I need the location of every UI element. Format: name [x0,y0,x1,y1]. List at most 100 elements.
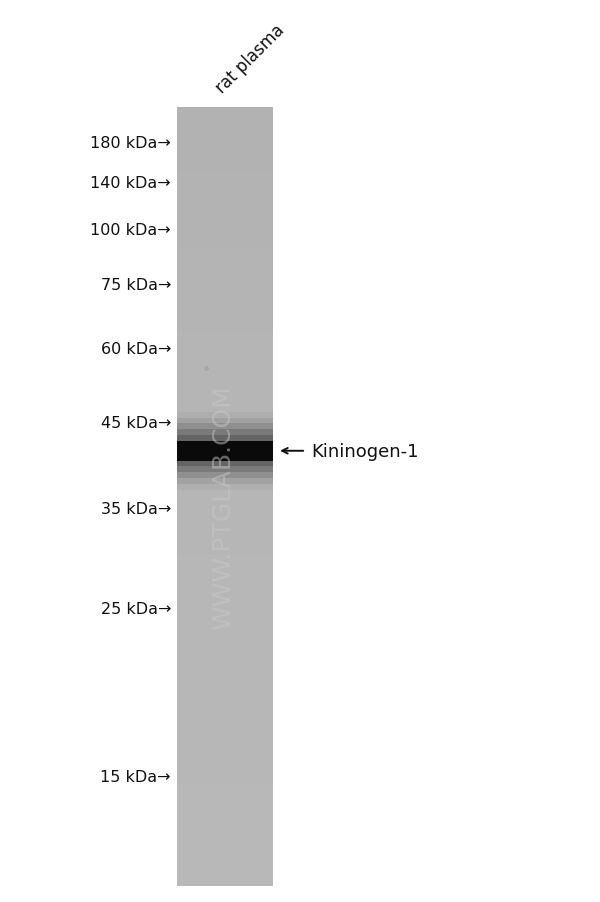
Bar [177,161,273,164]
Bar [177,588,273,590]
Bar [177,512,273,514]
Bar [177,382,273,383]
Bar [177,164,273,166]
Bar [177,529,273,531]
Bar [177,477,273,479]
Bar [177,751,273,753]
Bar [177,761,273,763]
Bar [177,203,273,205]
Bar [177,658,273,660]
Bar [177,171,273,173]
Bar [177,501,273,502]
Bar [177,193,273,195]
Bar [177,790,273,793]
Bar [177,201,273,203]
Bar [177,798,273,800]
Bar [177,395,273,398]
Bar [177,441,273,461]
Bar [177,123,273,124]
Bar [177,372,273,374]
Bar [177,571,273,573]
Bar [177,605,273,608]
Bar [177,321,273,324]
Bar [177,872,273,874]
Bar [177,679,273,682]
Bar [177,711,273,713]
Bar [177,465,273,467]
Bar [177,511,273,512]
Bar [177,284,273,287]
Bar [177,553,273,555]
Bar [177,783,273,785]
Bar [177,354,273,356]
Bar [177,308,273,309]
Bar [177,759,273,761]
Bar [177,645,273,647]
Bar [177,728,273,730]
Bar [177,704,273,707]
Bar [177,472,273,474]
Bar [177,378,273,380]
Bar [177,707,273,709]
Bar [177,361,273,363]
Bar [177,869,273,870]
Bar [177,723,273,724]
Bar [177,830,273,832]
Bar [177,238,273,240]
Bar [177,491,273,492]
Bar [177,168,273,170]
Bar [177,849,273,851]
Bar [177,148,273,151]
Bar [177,475,273,477]
Bar [177,429,273,473]
Bar [177,481,273,483]
Bar [177,417,273,419]
Bar [177,633,273,635]
Bar [177,292,273,294]
Bar [177,207,273,208]
Bar [177,380,273,382]
Bar [177,351,273,353]
Bar [177,497,273,499]
Bar [177,111,273,114]
Text: Kininogen-1: Kininogen-1 [311,442,418,460]
Bar [177,419,273,420]
Bar [177,531,273,534]
Bar [177,874,273,876]
Bar [177,598,273,600]
Bar [177,596,273,598]
Bar [177,489,273,491]
Bar [177,732,273,734]
Bar [177,329,273,331]
Bar [177,456,273,457]
Bar [177,234,273,235]
Bar [177,637,273,639]
Bar [177,343,273,345]
Bar [177,281,273,282]
Bar [177,738,273,740]
Bar [177,701,273,703]
Bar [177,566,273,568]
Bar [177,183,273,185]
Bar [177,405,273,407]
Bar [177,864,273,867]
Bar [177,522,273,524]
Bar [177,538,273,539]
Bar [177,796,273,798]
Bar [177,255,273,257]
Bar [177,667,273,670]
Text: 75 kDa→: 75 kDa→ [101,278,171,292]
Bar [177,524,273,526]
Bar [177,349,273,351]
Bar [177,693,273,695]
Bar [177,279,273,281]
Bar [177,852,273,855]
Bar [177,514,273,516]
Bar [177,709,273,711]
Bar [177,339,273,341]
Bar [177,623,273,625]
Bar [177,750,273,751]
Bar [177,189,273,191]
Bar [177,252,273,253]
Bar [177,810,273,812]
